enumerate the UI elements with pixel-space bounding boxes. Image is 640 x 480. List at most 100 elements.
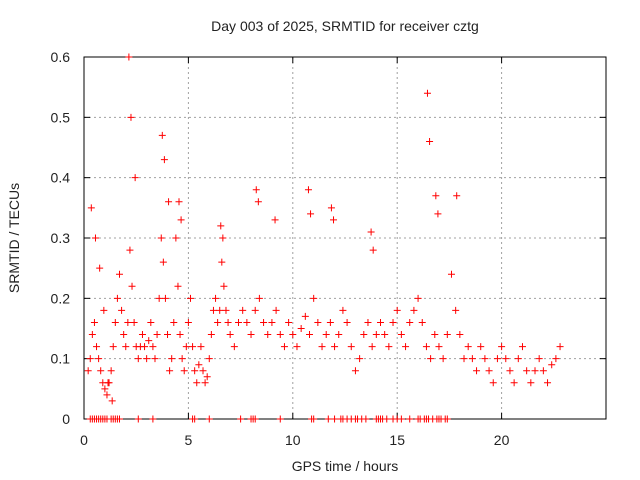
data-point — [155, 294, 163, 302]
data-point — [435, 343, 443, 351]
data-point — [157, 234, 165, 242]
data-point — [127, 113, 135, 121]
data-point — [178, 355, 186, 363]
data-point — [301, 312, 309, 320]
data-point — [364, 318, 372, 326]
data-point — [402, 343, 410, 351]
data-point — [427, 355, 435, 363]
data-point — [324, 415, 332, 423]
y-tick-label: 0.2 — [51, 290, 71, 306]
y-tick-label: 0.1 — [51, 351, 71, 367]
data-point — [453, 192, 461, 200]
data-point — [175, 198, 183, 206]
data-point — [115, 270, 123, 278]
data-point — [552, 355, 560, 363]
data-point — [124, 318, 132, 326]
data-point — [237, 415, 245, 423]
data-point — [369, 246, 377, 254]
data-point — [230, 343, 238, 351]
data-points — [84, 53, 564, 423]
data-point — [170, 318, 178, 326]
data-point — [389, 318, 397, 326]
data-point — [189, 343, 197, 351]
data-point — [226, 331, 234, 339]
data-point — [212, 294, 220, 302]
data-point — [502, 355, 510, 363]
data-point — [280, 343, 288, 351]
data-point — [293, 343, 301, 351]
data-point — [556, 343, 564, 351]
data-point — [393, 306, 401, 314]
data-point — [347, 343, 355, 351]
data-point — [276, 331, 284, 339]
data-point — [385, 343, 393, 351]
data-point — [443, 415, 451, 423]
data-point — [544, 379, 552, 387]
data-point — [481, 355, 489, 363]
data-point — [222, 306, 230, 314]
data-point — [153, 331, 161, 339]
data-point — [356, 355, 364, 363]
data-point — [518, 343, 526, 351]
data-point — [406, 415, 414, 423]
data-point — [473, 367, 481, 375]
data-point — [489, 379, 497, 387]
data-point — [107, 367, 115, 375]
data-point — [307, 210, 315, 218]
data-point — [115, 415, 123, 423]
data-point — [180, 367, 188, 375]
data-point — [539, 367, 547, 375]
data-point — [143, 355, 151, 363]
y-tick-label: 0 — [62, 411, 70, 427]
data-point — [397, 331, 405, 339]
data-point — [149, 343, 157, 351]
data-point — [331, 343, 339, 351]
data-point — [339, 306, 347, 314]
data-point — [360, 331, 368, 339]
data-point — [235, 318, 243, 326]
data-point — [426, 137, 434, 145]
data-point — [331, 415, 339, 423]
data-point — [485, 367, 493, 375]
data-point — [88, 331, 96, 339]
data-point — [109, 343, 117, 351]
data-point — [120, 331, 128, 339]
data-point — [166, 367, 174, 375]
data-point — [351, 367, 359, 375]
grid-lines — [84, 57, 606, 419]
data-point — [326, 318, 334, 326]
data-point — [158, 131, 166, 139]
data-point — [310, 415, 318, 423]
y-tick-label: 0.6 — [51, 49, 71, 65]
x-tick-label: 10 — [285, 432, 301, 448]
y-tick-label: 0.5 — [51, 109, 71, 125]
data-point — [193, 379, 201, 387]
data-point — [431, 331, 439, 339]
data-point — [498, 343, 506, 351]
data-point — [468, 355, 476, 363]
data-point — [335, 331, 343, 339]
data-point — [460, 355, 468, 363]
data-point — [254, 198, 262, 206]
data-point — [118, 306, 126, 314]
data-point — [191, 367, 199, 375]
data-point — [197, 343, 205, 351]
data-point — [184, 318, 192, 326]
data-point — [125, 53, 133, 61]
data-point — [161, 294, 169, 302]
data-point — [439, 355, 447, 363]
data-point — [247, 331, 255, 339]
data-point — [199, 367, 207, 375]
chart-title: Day 003 of 2025, SRMTID for receiver czt… — [211, 18, 479, 34]
data-point — [330, 216, 338, 224]
data-point — [100, 306, 108, 314]
data-point — [91, 234, 99, 242]
data-point — [172, 234, 180, 242]
x-tick-label: 20 — [494, 432, 510, 448]
data-point — [96, 264, 104, 272]
data-point — [372, 331, 380, 339]
data-point — [327, 204, 335, 212]
data-point — [95, 355, 103, 363]
data-point — [147, 318, 155, 326]
data-point — [535, 355, 543, 363]
